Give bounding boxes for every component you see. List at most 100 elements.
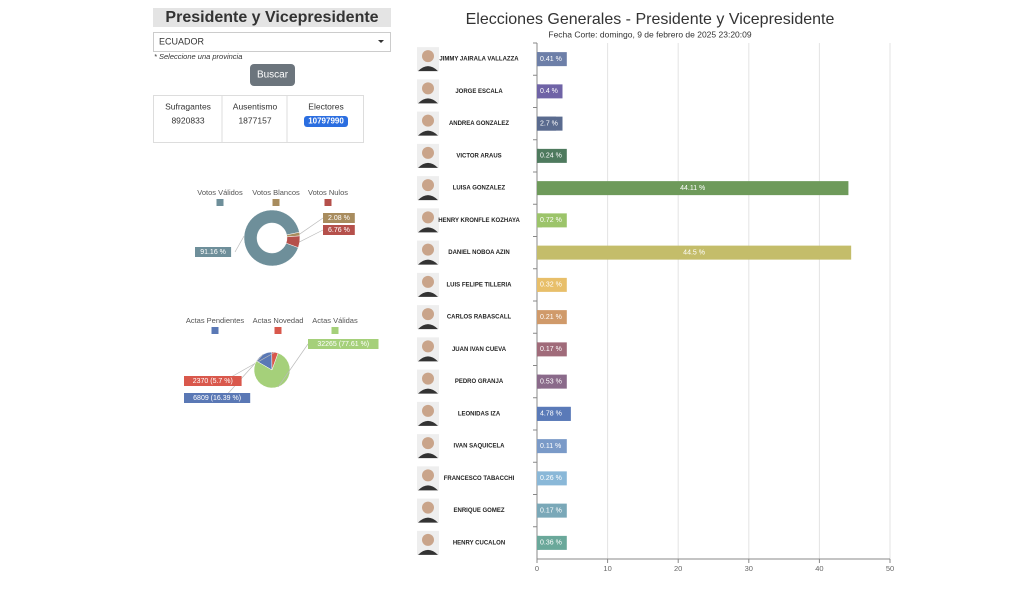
- button-label: Buscar: [257, 70, 289, 81]
- avatar-body: [418, 291, 438, 297]
- stat-value: 10797990: [308, 117, 344, 126]
- avatar-face: [422, 501, 434, 514]
- label-box: [537, 535, 567, 550]
- y-tick-label: LUIS FELIPE TILLERIA: [446, 282, 512, 288]
- data-label: 2370 (5.7 %): [193, 378, 233, 385]
- avatar-body: [418, 98, 438, 104]
- stat-label: Ausentismo: [233, 101, 278, 111]
- leader: [234, 235, 245, 253]
- x-tick-label: 10: [603, 564, 611, 573]
- label-box: [184, 376, 242, 386]
- data-label: 0.24 %: [540, 153, 562, 160]
- data-label: 0.26 %: [540, 475, 562, 482]
- label-box: [537, 277, 567, 292]
- slice: [285, 235, 301, 248]
- leader: [299, 229, 324, 243]
- avatar-body: [418, 259, 438, 265]
- avatar-body: [418, 420, 438, 426]
- button[interactable]: [250, 64, 295, 86]
- data-label: 0.41 %: [540, 56, 562, 63]
- data-label: 0.17 %: [540, 346, 562, 353]
- y-tick-label: HENRY CUCALON: [453, 540, 505, 546]
- avatar-body: [418, 130, 438, 136]
- avatar-face: [422, 308, 434, 321]
- stat-label: Electores: [308, 101, 343, 111]
- data-label: 32265 (77.61 %): [317, 341, 369, 348]
- label-box: [537, 148, 567, 163]
- leader: [299, 217, 324, 235]
- x-tick-label: 20: [674, 564, 682, 573]
- slice: [243, 209, 300, 267]
- avatar-body: [418, 549, 438, 555]
- label-box: [537, 342, 567, 357]
- y-tick-label: PEDRO GRANJA: [455, 379, 504, 385]
- stat-label: Sufragantes: [165, 101, 211, 111]
- label-box: [537, 52, 567, 67]
- data-label: 6.76 %: [328, 227, 350, 234]
- y-tick-label: CARLOS RABASCALL: [447, 315, 512, 321]
- label-box: [537, 503, 567, 518]
- legend-label: Actas Válidas: [312, 316, 358, 325]
- legend-label: Votos Blancos: [252, 188, 300, 197]
- avatar-face: [422, 114, 434, 127]
- data-label: 0.21 %: [540, 314, 562, 321]
- legend-label: Votos Nulos: [308, 188, 348, 197]
- label-box: [323, 225, 355, 235]
- label-box: [184, 393, 251, 403]
- label-box: [195, 247, 232, 257]
- y-tick-label: DANIEL NOBOA AZIN: [448, 250, 509, 256]
- avatar-body: [418, 324, 438, 330]
- legend-swatch: [216, 199, 224, 206]
- data-label: 2.7 %: [540, 120, 558, 127]
- avatar-body: [418, 388, 438, 394]
- avatar-face: [422, 437, 434, 450]
- legend-label: Actas Novedad: [253, 316, 304, 325]
- y-tick-label: JORGE ESCALA: [455, 89, 503, 95]
- data-label: 6809 (16.39 %): [193, 395, 241, 402]
- form-title-bg: [153, 8, 391, 27]
- data-label: 0.11 %: [540, 443, 561, 450]
- avatar-body: [418, 453, 438, 459]
- avatar-body: [418, 517, 438, 523]
- select-value: ECUADOR: [159, 36, 205, 46]
- data-label: 0.4 %: [540, 88, 558, 95]
- label-box: [537, 471, 567, 486]
- avatar-face: [422, 211, 434, 224]
- avatar-face: [422, 179, 434, 192]
- legend-swatch: [211, 327, 219, 334]
- avatar-face: [422, 372, 434, 385]
- chart-subtitle: Fecha Corte: domingo, 9 de febrero de 20…: [548, 29, 751, 39]
- data-label: 0.17 %: [540, 507, 562, 514]
- x-tick-label: 50: [886, 564, 894, 573]
- leader: [277, 343, 309, 388]
- y-tick-label: JUAN IVAN CUEVA: [452, 347, 507, 353]
- data-label: 0.53 %: [540, 378, 562, 385]
- chart-title: Elecciones Generales - Presidente y Vice…: [466, 11, 835, 28]
- data-label: 4.78 %: [540, 411, 562, 418]
- avatar-face: [422, 146, 434, 159]
- select-arrow: [378, 40, 384, 43]
- stat-pill: [304, 116, 348, 127]
- label-box: [537, 374, 567, 389]
- label-box: [537, 213, 567, 228]
- y-tick-label: LUISA GONZALEZ: [453, 186, 506, 192]
- data-label: 44.11 %: [680, 185, 705, 192]
- x-tick-label: 40: [815, 564, 823, 573]
- x-tick-label: 0: [535, 564, 539, 573]
- label-box: [537, 84, 563, 99]
- label-box: [537, 310, 567, 325]
- avatar-body: [418, 162, 438, 168]
- hint: * Seleccione una provincia: [154, 52, 242, 61]
- legend-swatch: [324, 199, 332, 206]
- legend-swatch: [272, 199, 280, 206]
- label-box: [323, 213, 355, 223]
- x-tick-label: 30: [745, 564, 753, 573]
- y-tick-label: ENRIQUE GOMEZ: [453, 508, 504, 514]
- avatar-face: [422, 404, 434, 417]
- avatar-body: [418, 356, 438, 362]
- avatar-face: [422, 82, 434, 95]
- bar: [537, 245, 852, 260]
- avatar-body: [418, 227, 438, 233]
- select[interactable]: [153, 32, 391, 52]
